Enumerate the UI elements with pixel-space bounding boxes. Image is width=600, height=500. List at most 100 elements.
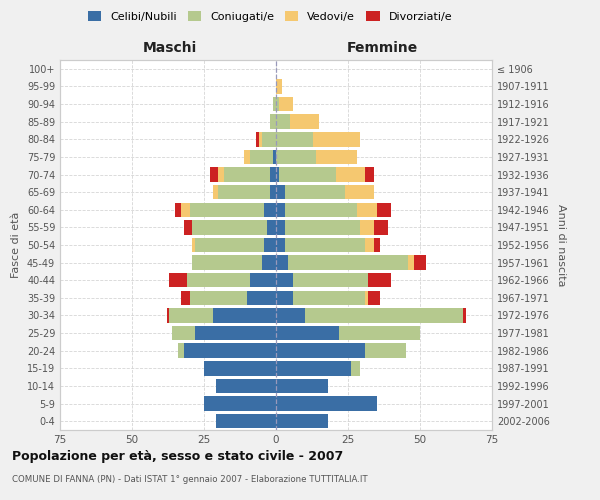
- Bar: [169, 308, 212, 322]
- Bar: [181, 290, 190, 305]
- Bar: [265, 202, 276, 217]
- Bar: [247, 290, 276, 305]
- Bar: [270, 114, 276, 129]
- Bar: [259, 132, 262, 146]
- Bar: [279, 168, 337, 181]
- Bar: [256, 132, 259, 146]
- Bar: [224, 168, 270, 181]
- Y-axis label: Anni di nascita: Anni di nascita: [556, 204, 566, 286]
- Text: Maschi: Maschi: [142, 40, 197, 54]
- Bar: [356, 202, 377, 217]
- Bar: [215, 414, 276, 428]
- Bar: [268, 220, 276, 234]
- Bar: [250, 273, 276, 287]
- Bar: [284, 220, 359, 234]
- Bar: [337, 168, 365, 181]
- Bar: [265, 238, 276, 252]
- Bar: [172, 326, 196, 340]
- Bar: [368, 290, 380, 305]
- Bar: [276, 150, 316, 164]
- Bar: [316, 150, 356, 164]
- Bar: [190, 202, 265, 217]
- Bar: [178, 344, 184, 358]
- Legend: Celibi/Nubili, Coniugati/e, Vedovi/e, Divorziati/e: Celibi/Nubili, Coniugati/e, Vedovi/e, Di…: [85, 8, 455, 25]
- Bar: [273, 150, 276, 164]
- Bar: [262, 132, 276, 146]
- Text: Femmine: Femmine: [347, 40, 418, 54]
- Bar: [276, 290, 293, 305]
- Bar: [409, 256, 414, 270]
- Bar: [193, 238, 196, 252]
- Bar: [262, 256, 276, 270]
- Bar: [293, 273, 368, 287]
- Bar: [345, 185, 374, 200]
- Bar: [359, 220, 374, 234]
- Bar: [414, 256, 426, 270]
- Bar: [212, 308, 276, 322]
- Bar: [210, 168, 218, 181]
- Bar: [244, 150, 250, 164]
- Bar: [305, 308, 463, 322]
- Bar: [276, 361, 351, 376]
- Bar: [276, 132, 313, 146]
- Bar: [340, 326, 420, 340]
- Bar: [167, 308, 169, 322]
- Bar: [276, 168, 279, 181]
- Bar: [287, 256, 409, 270]
- Y-axis label: Fasce di età: Fasce di età: [11, 212, 21, 278]
- Bar: [204, 396, 276, 411]
- Bar: [276, 185, 284, 200]
- Bar: [313, 132, 359, 146]
- Bar: [276, 114, 290, 129]
- Bar: [175, 202, 181, 217]
- Bar: [293, 290, 365, 305]
- Bar: [276, 308, 305, 322]
- Bar: [270, 185, 276, 200]
- Bar: [276, 378, 328, 393]
- Bar: [250, 150, 273, 164]
- Bar: [276, 256, 287, 270]
- Bar: [276, 326, 340, 340]
- Bar: [284, 202, 356, 217]
- Bar: [374, 238, 380, 252]
- Text: Popolazione per età, sesso e stato civile - 2007: Popolazione per età, sesso e stato civil…: [12, 450, 343, 463]
- Bar: [204, 361, 276, 376]
- Bar: [276, 344, 365, 358]
- Bar: [290, 114, 319, 129]
- Bar: [181, 202, 190, 217]
- Bar: [374, 220, 388, 234]
- Bar: [365, 238, 374, 252]
- Bar: [184, 344, 276, 358]
- Bar: [368, 273, 391, 287]
- Bar: [284, 185, 345, 200]
- Bar: [218, 185, 270, 200]
- Bar: [193, 220, 268, 234]
- Bar: [276, 273, 293, 287]
- Bar: [276, 97, 279, 112]
- Bar: [212, 185, 218, 200]
- Bar: [215, 378, 276, 393]
- Bar: [196, 326, 276, 340]
- Bar: [365, 290, 368, 305]
- Text: COMUNE DI FANNA (PN) - Dati ISTAT 1° gennaio 2007 - Elaborazione TUTTITALIA.IT: COMUNE DI FANNA (PN) - Dati ISTAT 1° gen…: [12, 475, 368, 484]
- Bar: [270, 168, 276, 181]
- Bar: [169, 273, 187, 287]
- Bar: [463, 308, 466, 322]
- Bar: [190, 290, 247, 305]
- Bar: [365, 344, 406, 358]
- Bar: [276, 414, 328, 428]
- Bar: [276, 238, 284, 252]
- Bar: [184, 220, 193, 234]
- Bar: [276, 202, 284, 217]
- Bar: [193, 256, 262, 270]
- Bar: [377, 202, 391, 217]
- Bar: [276, 79, 282, 94]
- Bar: [196, 238, 265, 252]
- Bar: [351, 361, 359, 376]
- Bar: [276, 396, 377, 411]
- Bar: [276, 220, 284, 234]
- Bar: [365, 168, 374, 181]
- Bar: [279, 97, 293, 112]
- Bar: [187, 273, 250, 287]
- Bar: [218, 168, 224, 181]
